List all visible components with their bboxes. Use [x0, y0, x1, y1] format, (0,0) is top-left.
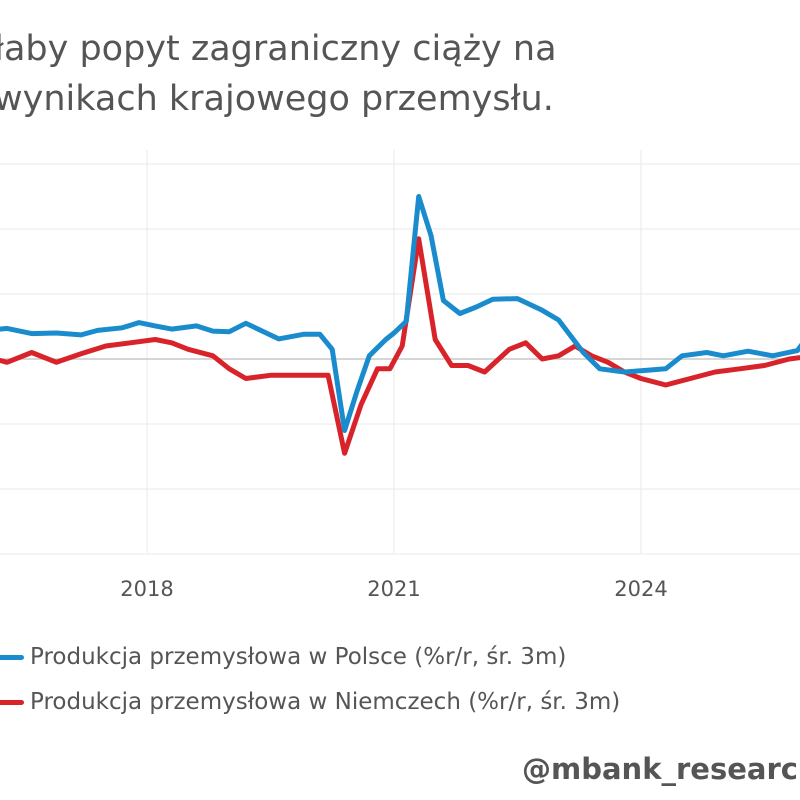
series-lines — [0, 194, 800, 456]
chart-title: łaby popyt zagraniczny ciąży na wynikach… — [0, 24, 800, 124]
x-tick-label-2018: 2018 — [120, 577, 173, 601]
watermark: @mbank_researc — [522, 752, 798, 786]
grid — [0, 150, 800, 555]
legend: Produkcja przemysłowa w Polsce (%r/r, śr… — [0, 642, 800, 732]
x-tick-label-2021: 2021 — [367, 577, 420, 601]
line-chart: 2018 2021 2024 — [0, 150, 800, 601]
legend-swatch-poland — [0, 655, 24, 660]
legend-item-germany: Produkcja przemysłowa w Niemczech (%r/r,… — [0, 687, 800, 732]
chart-title-line-2: wynikach krajowego przemysłu. — [0, 79, 554, 119]
legend-swatch-germany — [0, 700, 24, 705]
x-axis: 2018 2021 2024 — [120, 577, 667, 601]
legend-item-poland: Produkcja przemysłowa w Polsce (%r/r, śr… — [0, 642, 800, 687]
chart-title-line-1: łaby popyt zagraniczny ciąży na — [0, 29, 557, 69]
series-line-poland — [0, 194, 800, 433]
series-line-germany — [0, 236, 800, 456]
legend-label-poland: Produkcja przemysłowa w Polsce (%r/r, śr… — [30, 644, 567, 670]
legend-label-germany: Produkcja przemysłowa w Niemczech (%r/r,… — [30, 689, 621, 715]
x-tick-label-2024: 2024 — [614, 577, 667, 601]
